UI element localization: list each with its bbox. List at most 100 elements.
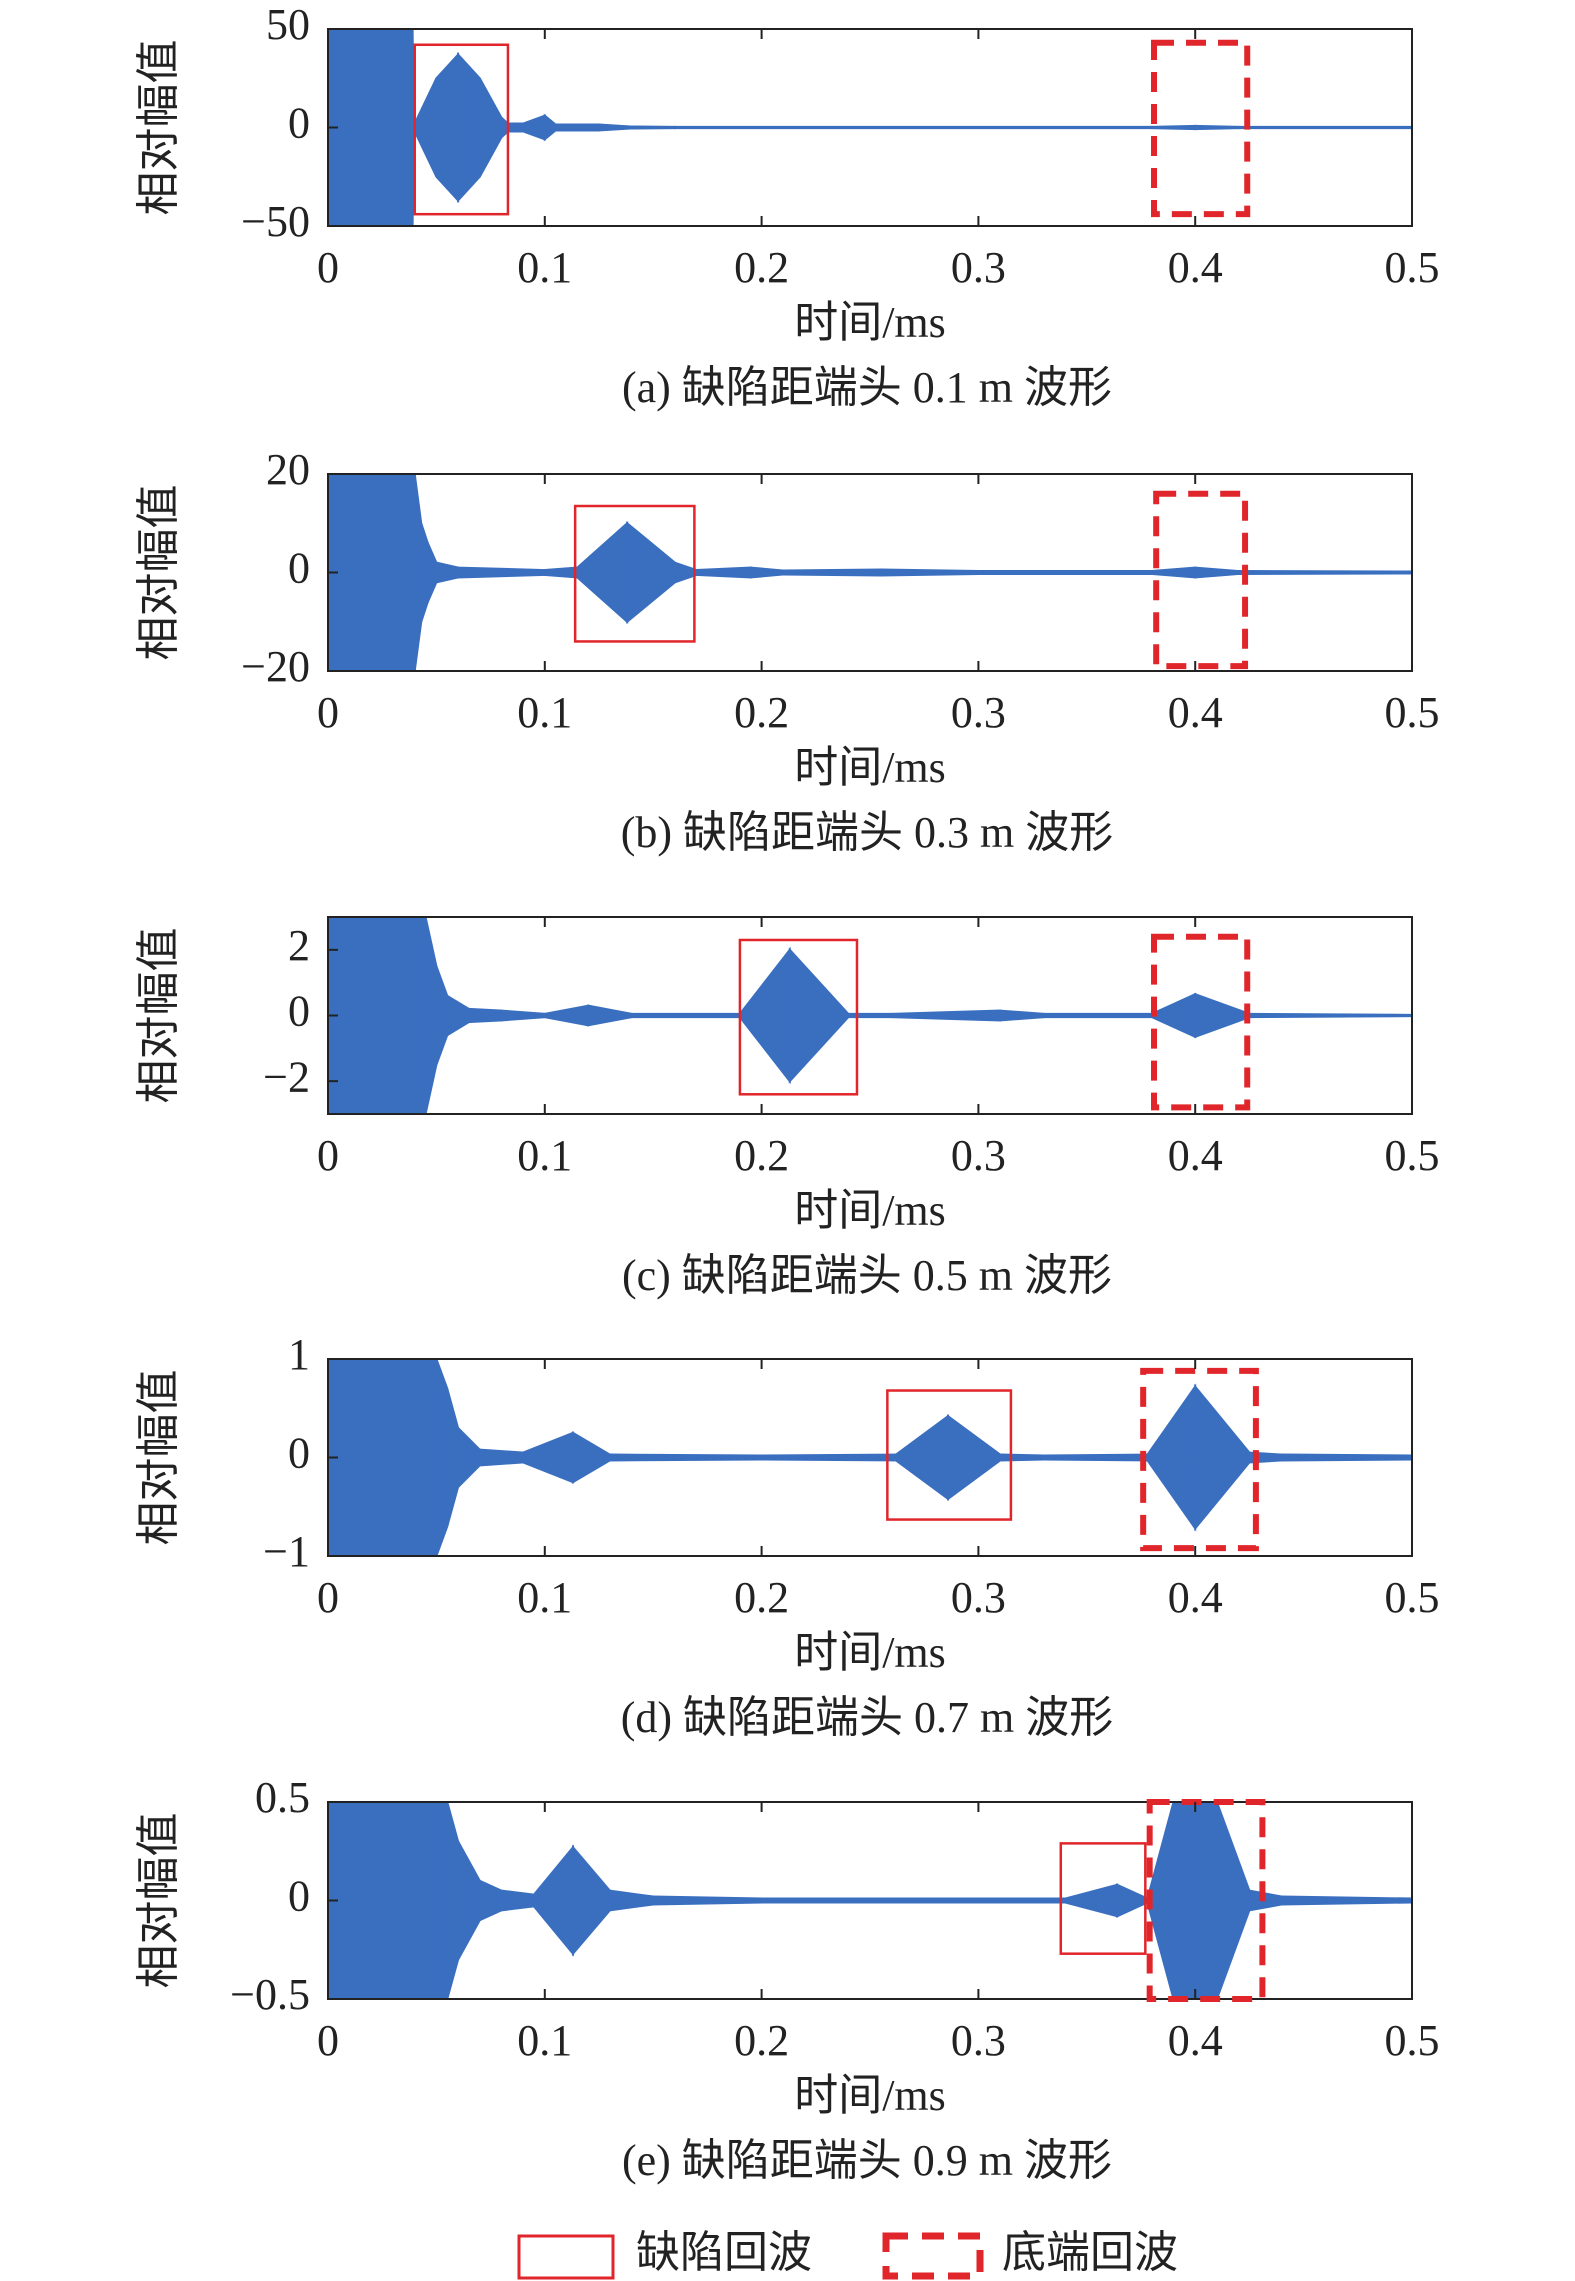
waveform-segment <box>328 1802 449 1999</box>
x-tick-label: 0.3 <box>951 243 1006 292</box>
waveform-segment <box>522 1431 574 1484</box>
x-tick-label: 0.3 <box>951 1573 1006 1622</box>
waveform-segment <box>571 1844 611 1957</box>
waveform-segment <box>673 125 1153 130</box>
y-tick-label: 0 <box>288 99 310 148</box>
end-echo-box <box>1140 1367 1259 1552</box>
waveform-segment <box>543 1004 590 1027</box>
x-axis-label: 时间/ms <box>794 298 946 347</box>
waveform-segment <box>478 1879 503 1922</box>
waveform-segment <box>500 1009 546 1022</box>
waveform-segment <box>328 1359 438 1556</box>
defect-echo-box <box>573 504 696 643</box>
defect-echo-box <box>738 938 859 1096</box>
waveform <box>328 474 1412 671</box>
x-tick-label: 0.3 <box>951 688 1006 737</box>
waveform-segment <box>760 1453 898 1462</box>
x-axis-label: 时间/ms <box>794 743 946 792</box>
y-tick-label: 0 <box>288 544 310 593</box>
waveform-segment <box>1064 1883 1119 1918</box>
waveform-segment <box>532 1844 574 1957</box>
waveform-segment <box>1194 566 1240 579</box>
x-tick-label: 0 <box>317 688 339 737</box>
waveform-segment <box>879 568 980 577</box>
waveform-segment <box>1194 1383 1251 1532</box>
waveform-segment <box>890 1009 1002 1022</box>
waveform-segment <box>457 1840 481 1961</box>
waveform-segment <box>1194 124 1240 131</box>
waveform-segment <box>478 77 503 178</box>
waveform-segment <box>608 1453 763 1462</box>
waveform-segment <box>608 1889 655 1912</box>
end-echo-box <box>1146 1799 1266 2002</box>
waveform-segment <box>467 1007 503 1024</box>
waveform-segment <box>565 123 600 132</box>
waveform-segment <box>1150 992 1197 1039</box>
x-tick-label: 0.2 <box>734 1131 789 1180</box>
x-tick-label: 0.1 <box>517 688 572 737</box>
x-tick-label: 0.4 <box>1168 688 1223 737</box>
x-tick-label: 0.1 <box>517 243 572 292</box>
legend-defect-label: 缺陷回波 <box>636 2228 812 2277</box>
legend-defect-swatch <box>517 2234 615 2280</box>
x-tick-label: 0.2 <box>734 2016 789 2065</box>
waveform-segment <box>999 1453 1045 1462</box>
waveform-segment <box>446 994 470 1037</box>
panel-caption: (b) 缺陷距端头 0.3 m 波形 <box>621 808 1114 857</box>
waveform-segment <box>587 1004 633 1027</box>
waveform <box>328 29 1412 226</box>
waveform-segment <box>435 561 460 584</box>
panel-caption: (a) 缺陷距端头 0.1 m 波形 <box>622 363 1112 412</box>
panel-caption: (e) 缺陷距端头 0.9 m 波形 <box>622 2136 1112 2185</box>
y-axis-label: 相对幅值 <box>134 485 183 661</box>
y-axis-label: 相对幅值 <box>134 1813 183 1989</box>
x-tick-label: 0.3 <box>951 1131 1006 1180</box>
y-tick-label: −0.5 <box>230 1970 310 2019</box>
x-tick-label: 0.3 <box>951 2016 1006 2065</box>
waveform-segment <box>522 114 546 141</box>
waveform-segment <box>1042 1012 1153 1019</box>
waveform-segment <box>1248 1889 1283 1912</box>
legend-end-label: 底端回波 <box>1002 2228 1178 2277</box>
x-tick-label: 0.1 <box>517 1131 572 1180</box>
waveform-segment <box>506 122 525 133</box>
y-tick-label: 20 <box>266 445 310 494</box>
waveform-segment <box>435 965 449 1066</box>
waveform-segment <box>1116 1883 1149 1918</box>
waveform-segment <box>435 52 460 203</box>
x-tick-label: 0.5 <box>1385 243 1440 292</box>
waveform-segment <box>457 1425 481 1490</box>
x-tick-label: 0.4 <box>1168 2016 1223 2065</box>
x-axis-label: 时间/ms <box>794 1628 946 1677</box>
waveform-segment <box>626 521 676 624</box>
x-tick-label: 0 <box>317 2016 339 2065</box>
x-tick-label: 0.2 <box>734 1573 789 1622</box>
x-tick-label: 0.5 <box>1385 1573 1440 1622</box>
waveform-segment <box>652 1895 763 1906</box>
end-echo-box <box>1153 490 1249 670</box>
waveform-segment <box>328 29 414 226</box>
waveform-segment <box>630 1012 741 1019</box>
x-tick-label: 0.4 <box>1168 1573 1223 1622</box>
waveform-segment <box>457 566 546 579</box>
x-tick-label: 0.2 <box>734 243 789 292</box>
y-axis-label: 相对幅值 <box>134 928 183 1104</box>
waveform-segment <box>977 570 1153 575</box>
waveform-segment <box>1280 1453 1412 1462</box>
waveform-segment <box>543 113 557 142</box>
waveform-segment <box>977 1897 1067 1904</box>
waveform-segment <box>328 474 416 671</box>
waveform-segment <box>1237 125 1412 130</box>
waveform-segment <box>598 123 633 132</box>
waveform-segment <box>1172 1802 1197 1999</box>
x-tick-label: 0.2 <box>734 688 789 737</box>
waveform-segment <box>413 77 438 178</box>
end-echo-box <box>1151 933 1251 1111</box>
panel-caption: (c) 缺陷距端头 0.5 m 波形 <box>622 1251 1112 1300</box>
y-tick-label: −20 <box>241 642 310 691</box>
y-tick-label: 0.5 <box>255 1773 310 1822</box>
